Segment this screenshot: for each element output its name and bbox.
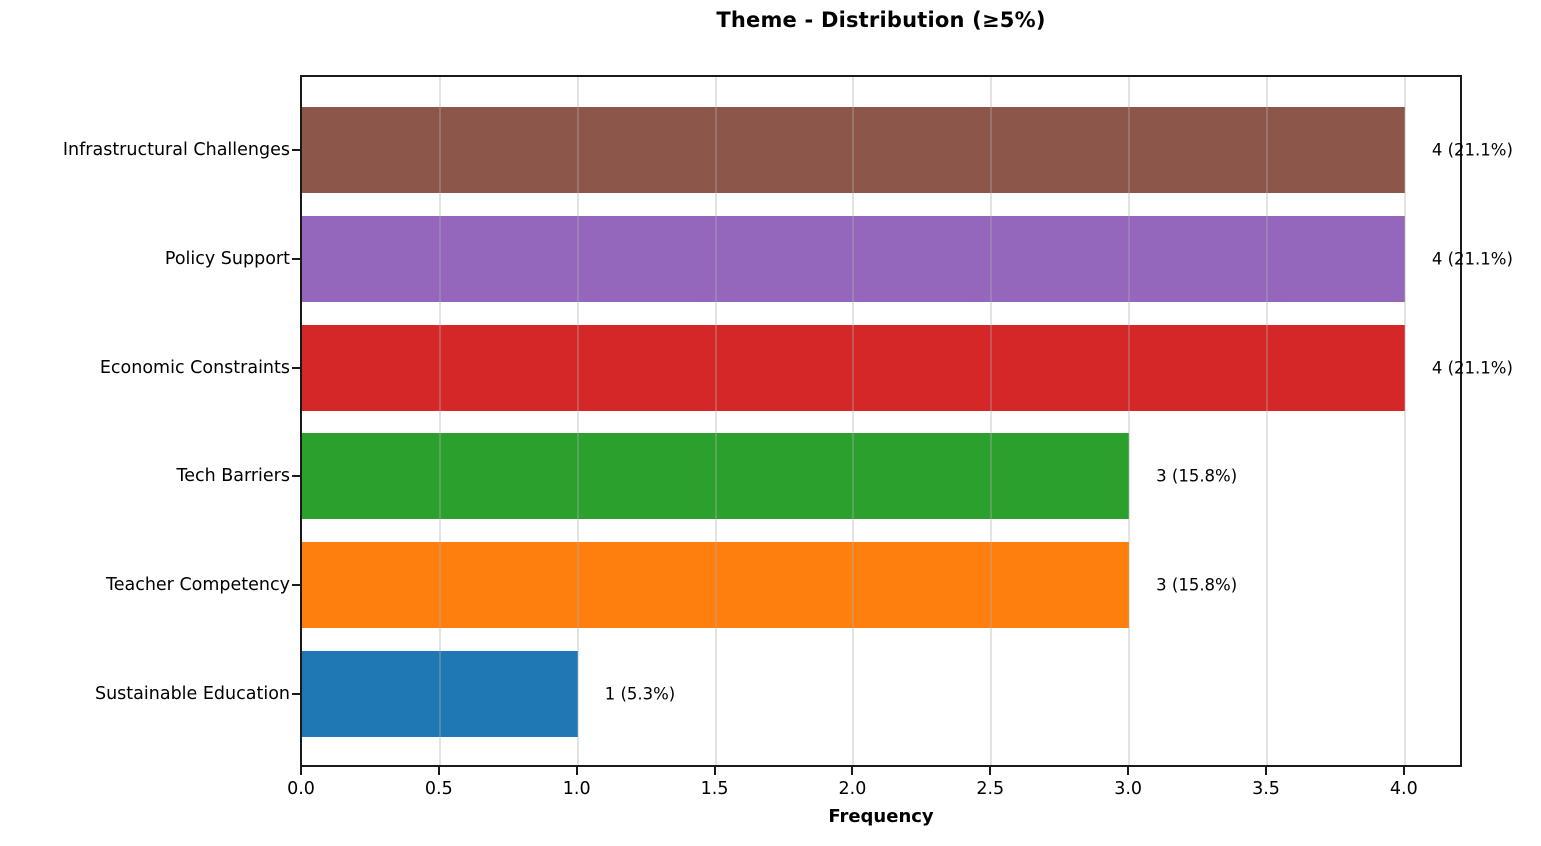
x-tick-mark [713, 767, 716, 775]
gridline [1128, 77, 1131, 765]
bar-value-label: 4 (21.1%) [1431, 249, 1513, 269]
y-axis-label: Economic Constraints [99, 357, 290, 378]
y-tick-mark [292, 149, 300, 151]
x-tick-label: 1.5 [700, 779, 729, 799]
bar-value-label: 3 (15.8%) [1156, 466, 1238, 486]
bar-value-label: 1 (5.3%) [604, 684, 676, 704]
x-tick-mark [1402, 767, 1405, 775]
x-tick-label: 2.0 [838, 779, 867, 799]
x-tick-label: 1.0 [562, 779, 591, 799]
x-tick-mark [1265, 767, 1267, 775]
chart-title: Theme - Distribution (≥5%) [716, 8, 1046, 32]
x-tick-mark [575, 767, 578, 775]
y-axis-label: Sustainable Education [94, 684, 290, 704]
bar [302, 433, 1130, 520]
x-tick-mark [437, 767, 440, 775]
x-tick-mark [851, 767, 854, 775]
y-tick-mark [292, 584, 300, 587]
bar [302, 542, 1130, 629]
x-tick-mark [989, 767, 992, 775]
gridline [576, 77, 579, 765]
bar-value-label: 4 (21.1%) [1431, 140, 1513, 160]
x-tick-label: 2.5 [976, 779, 1005, 799]
gridline [990, 77, 993, 765]
bar [302, 107, 1405, 193]
gridline [1266, 77, 1268, 765]
gridline [1403, 77, 1406, 765]
bar [302, 651, 578, 737]
gridline [852, 77, 855, 765]
gridline [714, 77, 717, 765]
y-tick-mark [292, 475, 300, 478]
x-tick-label: 0.0 [287, 779, 315, 799]
gridline [438, 77, 441, 765]
y-axis-label: Infrastructural Challenges [62, 140, 290, 160]
y-tick-mark [292, 257, 300, 260]
bar [302, 215, 1405, 302]
bar [302, 324, 1405, 411]
x-axis-title: Frequency [828, 806, 934, 827]
x-tick-label: 4.0 [1389, 779, 1418, 799]
bar-value-label: 4 (21.1%) [1431, 358, 1513, 378]
y-tick-mark [292, 693, 300, 695]
x-tick-label: 3.5 [1252, 779, 1280, 799]
y-axis-label: Policy Support [164, 248, 290, 269]
x-tick-mark [1127, 767, 1130, 775]
x-tick-label: 0.5 [424, 779, 453, 799]
y-axis-label: Tech Barriers [176, 466, 290, 487]
x-tick-mark [300, 767, 302, 775]
bar-value-label: 3 (15.8%) [1156, 575, 1238, 595]
y-axis-label: Teacher Competency [106, 575, 290, 596]
plot-area: 4 (21.1%) 4 (21.1%) 4 (21.1%) 3 (15.8%) 3 (1… [300, 75, 1513, 767]
x-tick-label: 3.0 [1114, 779, 1143, 799]
y-tick-mark [292, 366, 300, 369]
